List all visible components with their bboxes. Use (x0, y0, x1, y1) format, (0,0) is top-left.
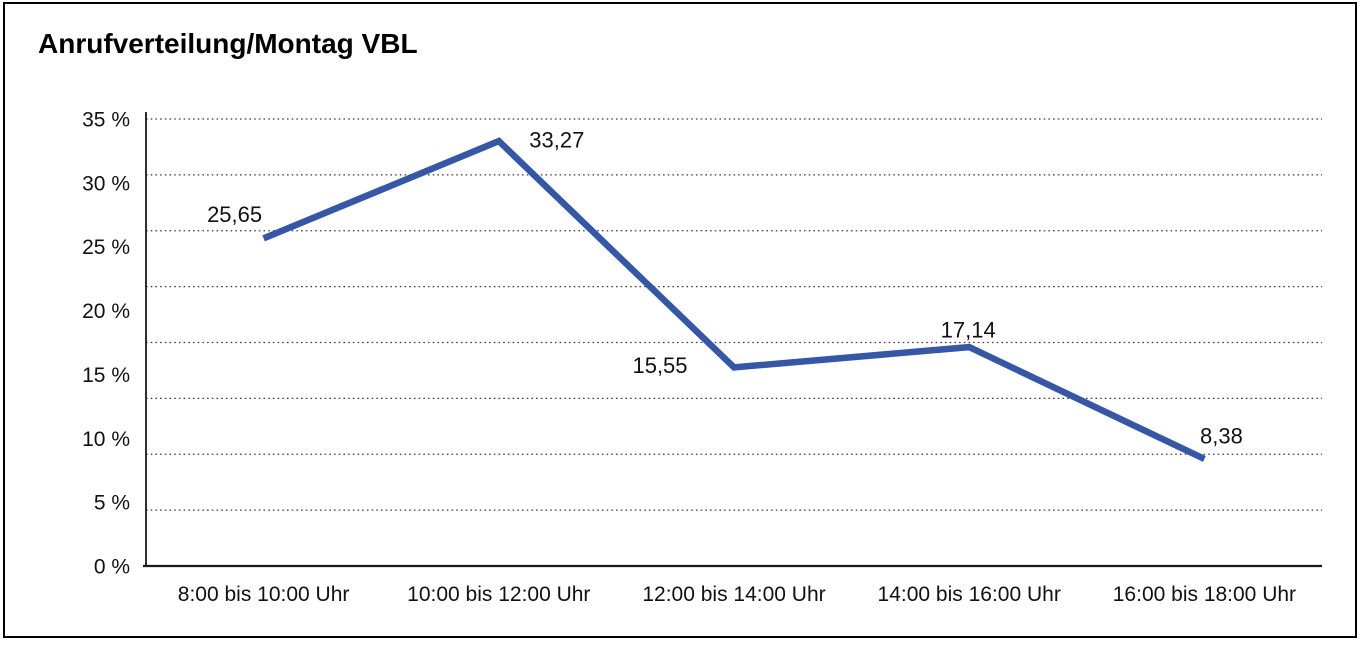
data-series-line (262, 137, 1206, 462)
y-tick-label: 25 % (82, 236, 130, 259)
x-tick-label: 10:00 bis 12:00 Uhr (407, 583, 590, 606)
data-point-label: 15,55 (632, 353, 687, 378)
y-tick-label: 0 % (94, 556, 130, 579)
data-point-label: 33,27 (529, 128, 584, 153)
data-point-label: 17,14 (941, 318, 996, 343)
y-tick-label: 30 % (82, 172, 130, 195)
x-tick-label: 16:00 bis 18:00 Uhr (1113, 583, 1296, 606)
x-tick-label: 14:00 bis 16:00 Uhr (878, 583, 1061, 606)
y-tick-label: 20 % (82, 300, 130, 323)
y-tick-label: 10 % (82, 428, 130, 451)
x-tick-label: 8:00 bis 10:00 Uhr (178, 583, 350, 606)
x-tick-label: 12:00 bis 14:00 Uhr (642, 583, 825, 606)
y-tick-label: 15 % (82, 364, 130, 387)
data-point-label: 25,65 (207, 202, 262, 227)
chart-title: Anrufverteilung/Montag VBL (38, 28, 418, 59)
data-point-label: 8,38 (1200, 423, 1243, 448)
y-tick-label: 5 % (94, 492, 130, 515)
chart-frame-border (3, 2, 1357, 638)
y-tick-label: 35 % (82, 109, 130, 132)
